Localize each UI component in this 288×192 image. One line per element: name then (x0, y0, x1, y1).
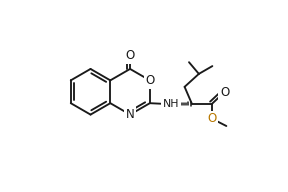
Text: O: O (207, 112, 217, 125)
Text: O: O (126, 49, 135, 62)
Text: NH: NH (163, 99, 179, 109)
Text: O: O (145, 74, 154, 87)
Text: O: O (220, 85, 229, 98)
Text: N: N (126, 108, 134, 121)
